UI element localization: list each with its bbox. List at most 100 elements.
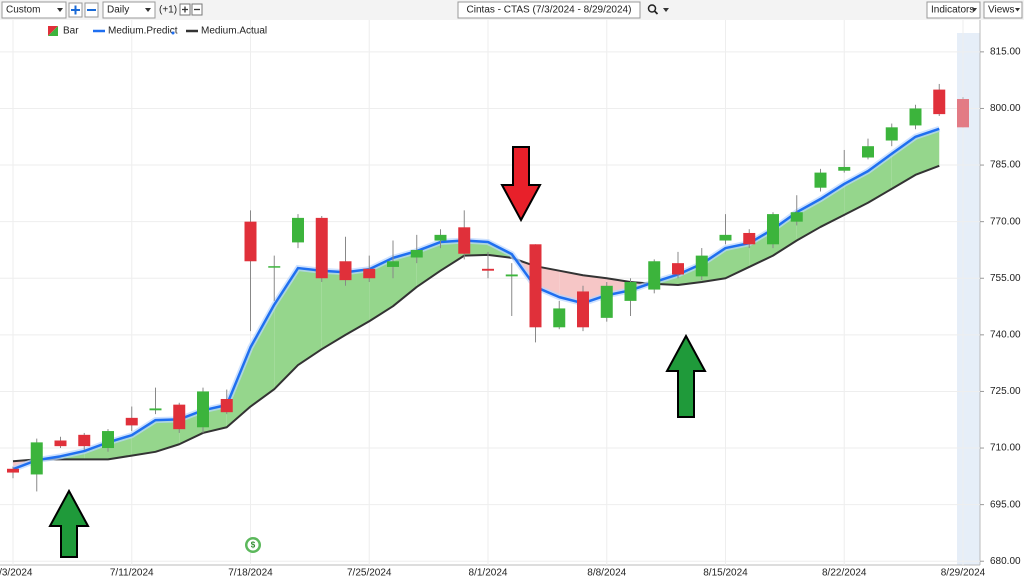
candle-body: [268, 266, 281, 268]
candle-body: [648, 261, 661, 290]
candle: [909, 104, 922, 130]
candle: [268, 255, 281, 301]
offset-text: (+1): [159, 5, 177, 16]
candle: [553, 300, 566, 330]
spread-fill: [298, 268, 322, 366]
x-tick-label: 8/29/2024: [941, 568, 986, 579]
candle: [220, 389, 233, 415]
line-glow: [11, 125, 941, 472]
spread-fill: [773, 212, 797, 256]
x-tick-label: 8/1/2024: [469, 568, 508, 579]
event-marker: $: [251, 541, 256, 550]
candle-body: [125, 417, 138, 426]
y-tick-label: 755.00: [990, 273, 1021, 284]
candle-body: [933, 89, 946, 115]
candle: [244, 210, 257, 332]
candle: [577, 285, 589, 332]
interval-select[interactable]: [102, 1, 156, 19]
x-tick-label: 7/18/2024: [228, 568, 273, 579]
candle-body: [672, 263, 684, 275]
candle-body: [363, 268, 376, 279]
candle-body: [410, 249, 423, 258]
candle-body: [197, 391, 209, 428]
candle: [410, 234, 423, 264]
candle: [600, 282, 613, 322]
dropdown-arrow: [57, 8, 63, 12]
event-icon-inner: [247, 539, 259, 551]
y-tick-label: 770.00: [990, 216, 1021, 227]
dropdown-arrow: [145, 8, 151, 12]
candle: [624, 278, 637, 316]
candle-body: [553, 308, 566, 328]
range-select[interactable]: [1, 1, 67, 19]
candle: [125, 406, 138, 432]
candle-body: [173, 404, 186, 430]
candle-body: [505, 274, 518, 277]
candle: [814, 168, 827, 192]
indicators-button[interactable]: [926, 1, 981, 19]
candle: [339, 236, 352, 286]
candle: [30, 438, 43, 492]
candle-body: [719, 234, 732, 241]
y-tick-label: 725.00: [990, 386, 1021, 397]
range-text: Custom: [6, 5, 40, 16]
x-tick-label: 7/11/2024: [110, 568, 154, 579]
y-tick-label: 785.00: [990, 160, 1021, 171]
candle-body: [624, 282, 637, 301]
candle-body: [695, 255, 708, 277]
candle-body: [577, 291, 589, 328]
candle-body: [339, 261, 352, 281]
legend: Bar Medium.Predict Medium.Actual: [48, 26, 267, 37]
spread-fill: [820, 183, 845, 227]
candle-body: [149, 408, 162, 411]
legend-label[interactable]: Bar: [63, 26, 79, 37]
candle-body: [387, 261, 399, 267]
candle-body: [220, 398, 233, 413]
candle: [505, 263, 518, 316]
candle: [387, 240, 399, 279]
x-tick-label: 7/3/2024: [0, 568, 33, 579]
up-arrow: [665, 333, 707, 418]
candle-body: [885, 127, 898, 141]
candle: [933, 83, 946, 117]
candle: [672, 251, 684, 279]
candle: [529, 244, 542, 343]
grid: [0, 20, 984, 565]
line: [12, 164, 940, 463]
spread-fill: [321, 270, 346, 350]
candle-body: [458, 227, 471, 254]
legend-icon: [48, 26, 58, 36]
candle: [648, 259, 661, 294]
spread-fill: [250, 304, 275, 407]
toolbar: Custom Daily (+1) Cintas - CTAS (7/3/202…: [0, 0, 1024, 20]
x-tick-label: 7/25/2024: [347, 568, 392, 579]
candle-body: [529, 244, 542, 328]
candle-body: [743, 232, 756, 245]
candle: [838, 149, 851, 173]
candle: [7, 466, 19, 479]
candle: [315, 215, 328, 283]
legend-label[interactable]: Medium.Actual: [201, 26, 267, 37]
up-arrow: [48, 488, 90, 558]
candle-body: [244, 221, 257, 262]
candle: [363, 255, 376, 283]
search-icon[interactable]: [647, 4, 657, 13]
down-arrow: [500, 146, 542, 223]
y-tick-label: 710.00: [990, 443, 1021, 454]
line: [12, 127, 940, 471]
candle-body: [54, 440, 67, 447]
dropdown-arrow: [1015, 8, 1020, 12]
views-button[interactable]: [983, 1, 1023, 19]
candle: [767, 212, 779, 249]
symbol-text: Cintas - CTAS (7/3/2024 - 8/29/2024): [467, 5, 632, 16]
y-tick-label: 815.00: [990, 47, 1021, 58]
plus-icon: [182, 6, 188, 13]
candle: [78, 432, 91, 450]
dropdown-arrow[interactable]: [663, 8, 669, 12]
candle-body: [78, 434, 91, 447]
legend-label[interactable]: Medium.Predict: [108, 26, 178, 37]
dropdown-arrow: [972, 8, 977, 12]
symbol-box[interactable]: [457, 1, 641, 19]
candle-body: [7, 468, 19, 473]
